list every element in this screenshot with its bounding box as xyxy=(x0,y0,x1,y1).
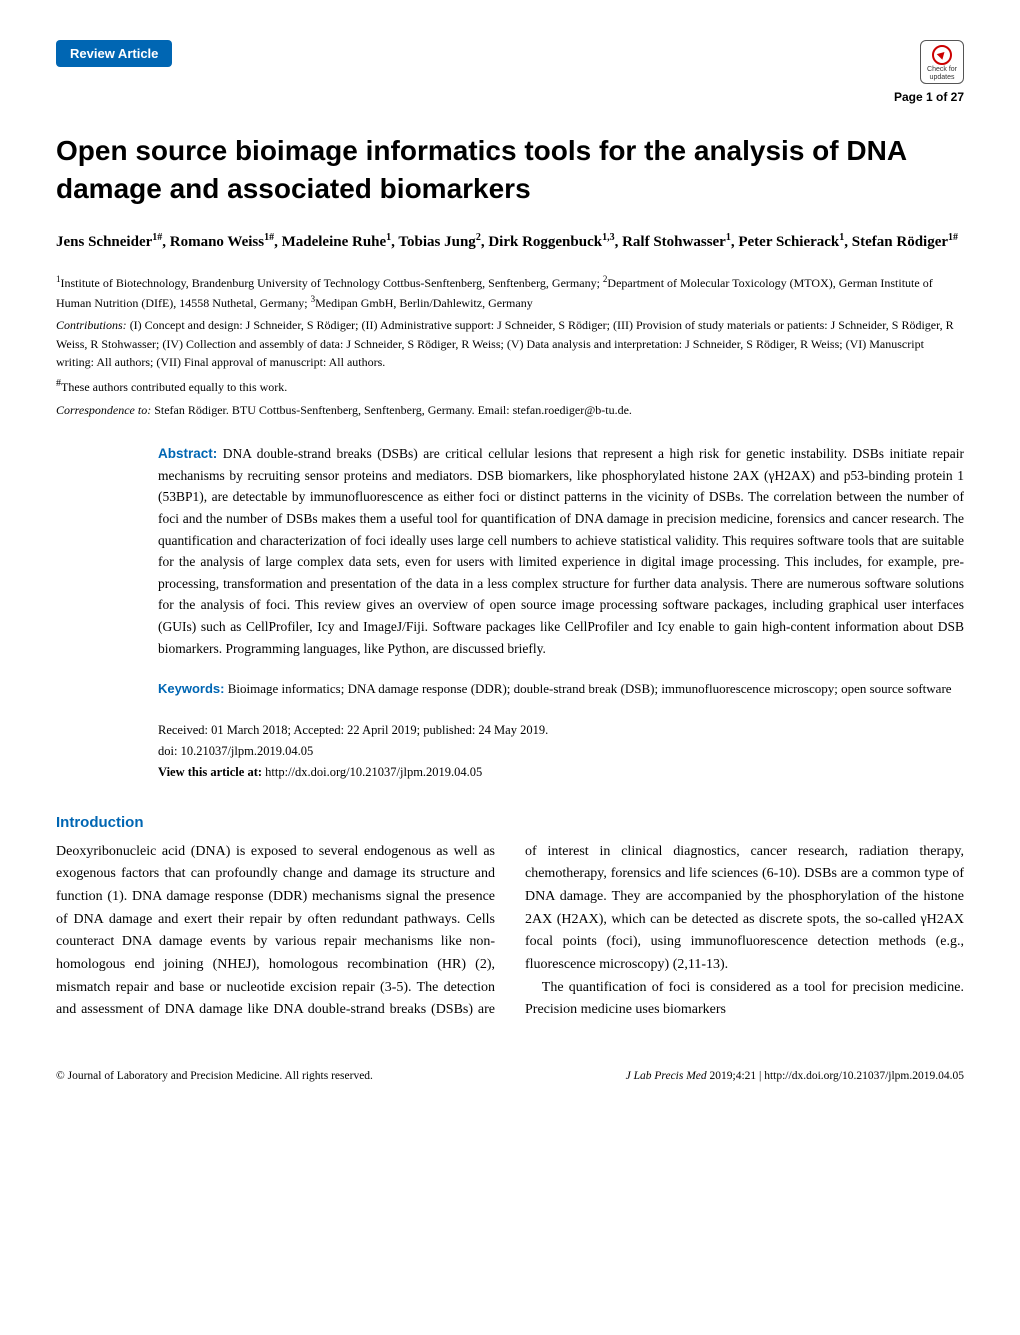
check-updates-badge[interactable]: Check for updates xyxy=(920,40,964,84)
contributions: Contributions: (I) Concept and design: J… xyxy=(56,316,964,372)
keywords-label: Keywords: xyxy=(158,681,224,696)
article-title: Open source bioimage informatics tools f… xyxy=(56,132,964,208)
page-number: Page 1 of 27 xyxy=(894,90,964,104)
updates-label-1: Check for xyxy=(927,66,957,73)
keywords-block: Keywords: Bioimage informatics; DNA dama… xyxy=(158,679,964,700)
authors: Jens Schneider1#, Romano Weiss1#, Madele… xyxy=(56,230,964,254)
page-footer: © Journal of Laboratory and Precision Me… xyxy=(56,1070,964,1082)
header-right: Check for updates Page 1 of 27 xyxy=(894,40,964,104)
affiliations: 1Institute of Biotechnology, Brandenburg… xyxy=(56,273,964,312)
keywords-text: Bioimage informatics; DNA damage respons… xyxy=(224,681,951,696)
header-row: Review Article Check for updates Page 1 … xyxy=(56,40,964,104)
intro-paragraph-2: The quantification of foci is considered… xyxy=(525,977,964,1022)
crossmark-icon xyxy=(932,45,952,65)
introduction-heading: Introduction xyxy=(56,814,964,831)
article-type-badge: Review Article xyxy=(56,40,172,67)
equal-contribution-note: #These authors contributed equally to th… xyxy=(56,376,964,397)
updates-label-2: updates xyxy=(930,74,955,81)
citation: J Lab Precis Med 2019;4:21 | http://dx.d… xyxy=(626,1070,964,1082)
publication-meta: Received: 01 March 2018; Accepted: 22 Ap… xyxy=(158,720,964,784)
view-article-url[interactable]: http://dx.doi.org/10.21037/jlpm.2019.04.… xyxy=(262,765,482,779)
abstract-label: Abstract: xyxy=(158,446,217,461)
view-article-label: View this article at: xyxy=(158,765,262,779)
doi: doi: 10.21037/jlpm.2019.04.05 xyxy=(158,741,964,762)
copyright: © Journal of Laboratory and Precision Me… xyxy=(56,1070,373,1082)
abstract-text: DNA double-strand breaks (DSBs) are crit… xyxy=(158,446,964,655)
correspondence: Correspondence to: Stefan Rödiger. BTU C… xyxy=(56,401,964,420)
introduction-body: Deoxyribonucleic acid (DNA) is exposed t… xyxy=(56,841,964,1022)
received-accepted: Received: 01 March 2018; Accepted: 22 Ap… xyxy=(158,720,964,741)
abstract-block: Abstract: DNA double-strand breaks (DSBs… xyxy=(158,443,964,659)
